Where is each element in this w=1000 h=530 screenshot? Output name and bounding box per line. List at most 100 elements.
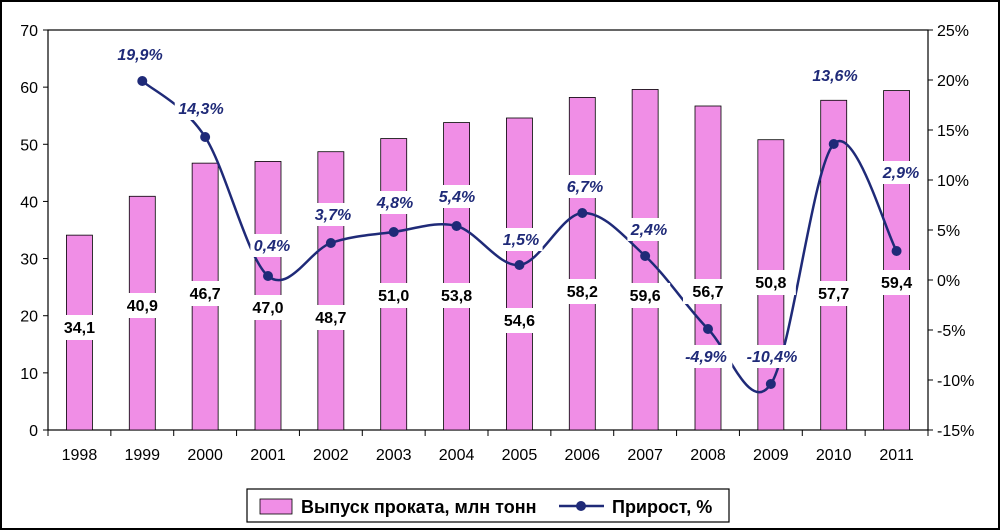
left-axis-tick-label: 70 — [20, 23, 38, 40]
right-axis-tick-label: -10% — [937, 373, 974, 390]
bar-label-bg — [871, 270, 922, 295]
x-axis-label-2000: 2000 — [187, 447, 223, 464]
bar-label-bg — [180, 281, 231, 306]
growth-point-2011 — [891, 246, 902, 256]
bar-label-bg — [243, 295, 293, 320]
growth-label-2000: 14,3% — [178, 101, 223, 118]
bar-2008 — [694, 105, 722, 431]
growth-point-1999 — [137, 76, 148, 86]
growth-label-bg — [879, 161, 923, 184]
left-axis-tick-label: 10 — [20, 366, 38, 383]
bar-label-bg — [431, 283, 482, 308]
left-axis-tick-label: 30 — [20, 252, 38, 269]
growth-label-2005: 1,5% — [503, 232, 539, 249]
left-axis-tick-label: 50 — [20, 137, 38, 154]
growth-label-2008: -4,9% — [685, 349, 727, 366]
bar-label-bg — [683, 279, 733, 304]
plot-area — [47, 29, 929, 431]
x-axis-label-2011: 2011 — [879, 447, 914, 464]
bar-label-2009: 50,8 — [755, 275, 786, 292]
growth-label-bg — [250, 234, 294, 257]
right-axis-tick-label: 0% — [937, 273, 960, 290]
growth-label-2006: 6,7% — [567, 179, 603, 196]
bar-2011 — [883, 90, 910, 431]
legend-line-marker — [576, 501, 586, 511]
left-axis-tick-label: 0 — [29, 423, 38, 440]
growth-label-bg — [627, 218, 671, 241]
bar-2002 — [317, 151, 345, 431]
bar-label-2002: 48,7 — [315, 310, 346, 327]
legend-bar-label: Выпуск проката, млн тонн — [301, 497, 536, 517]
growth-label-bg — [174, 97, 228, 120]
right-axis-tick-label: 20% — [937, 73, 969, 90]
legend-box — [246, 488, 730, 523]
x-axis-label-2010: 2010 — [816, 447, 852, 464]
growth-label-2001: 0,4% — [254, 238, 290, 255]
bar-2010 — [820, 99, 848, 431]
bar-label-2006: 58,2 — [567, 284, 598, 301]
growth-label-bg — [435, 185, 479, 208]
bar-label-2001: 47,0 — [252, 300, 283, 317]
x-axis-label-2002: 2002 — [313, 447, 349, 464]
bar-label-bg — [494, 308, 545, 333]
growth-label-1999: 19,9% — [117, 47, 162, 64]
growth-label-bg — [808, 64, 862, 87]
bar-label-bg — [368, 283, 419, 308]
bar-label-2000: 46,7 — [190, 286, 221, 303]
x-axis-label-2007: 2007 — [627, 447, 663, 464]
growth-point-2003 — [388, 227, 399, 237]
growth-point-2006 — [577, 208, 588, 218]
bar-label-1999: 40,9 — [127, 298, 158, 315]
bar-label-bg — [557, 279, 608, 304]
growth-point-2007 — [640, 251, 651, 261]
x-axis-label-2001: 2001 — [250, 447, 286, 464]
bar-label-2005: 54,6 — [504, 313, 535, 330]
growth-label-2003: 4,8% — [376, 195, 413, 212]
right-axis-tick-label: 25% — [937, 23, 969, 40]
right-axis-tick-label: 5% — [937, 223, 960, 240]
bar-2005 — [506, 117, 533, 431]
growth-label-bg — [113, 43, 167, 66]
bar-label-bg — [117, 293, 168, 318]
x-axis-label-2003: 2003 — [376, 447, 412, 464]
x-axis-label-2008: 2008 — [690, 447, 726, 464]
growth-label-bg — [679, 345, 733, 368]
bar-label-2008: 56,7 — [692, 284, 723, 301]
left-axis-tick-label: 60 — [20, 80, 38, 97]
growth-point-2004 — [451, 221, 462, 231]
growth-label-bg — [499, 228, 543, 251]
x-axis-label-1999: 1999 — [124, 447, 160, 464]
x-axis-label-2006: 2006 — [564, 447, 600, 464]
bar-label-bg — [620, 283, 671, 308]
bar-label-2007: 59,6 — [630, 288, 661, 305]
bar-label-bg — [305, 305, 356, 330]
growth-point-2001 — [263, 271, 273, 281]
growth-label-bg — [311, 203, 355, 226]
bar-label-2011: 59,4 — [881, 275, 912, 292]
growth-point-2000 — [200, 132, 211, 142]
bar-label-2004: 53,8 — [441, 288, 472, 305]
growth-label-bg — [741, 345, 803, 368]
left-axis-tick-label: 20 — [20, 309, 38, 326]
growth-label-2004: 5,4% — [439, 189, 475, 206]
growth-point-2009 — [765, 379, 776, 389]
bar-label-bg — [54, 315, 105, 340]
growth-label-2009: -10,4% — [747, 349, 798, 366]
legend-bar-swatch — [259, 498, 293, 515]
bar-label-2010: 57,7 — [818, 286, 849, 303]
bar-2004 — [443, 122, 470, 431]
x-axis-label-2004: 2004 — [439, 447, 475, 464]
growth-point-2008 — [703, 324, 713, 334]
growth-point-2010 — [828, 139, 839, 149]
right-axis-tick-label: 15% — [937, 123, 969, 140]
bar-label-2003: 51,0 — [378, 288, 409, 305]
x-axis-label-2005: 2005 — [502, 447, 538, 464]
right-axis-tick-label: -5% — [937, 323, 965, 340]
growth-point-2005 — [514, 260, 525, 270]
growth-label-2007: 2,4% — [630, 222, 667, 239]
growth-label-bg — [373, 191, 417, 214]
growth-label-2011: 2,9% — [882, 165, 919, 182]
bar-label-bg — [808, 281, 859, 306]
legend-line-label: Прирост, % — [612, 497, 712, 517]
growth-label-2010: 13,6% — [812, 68, 857, 85]
